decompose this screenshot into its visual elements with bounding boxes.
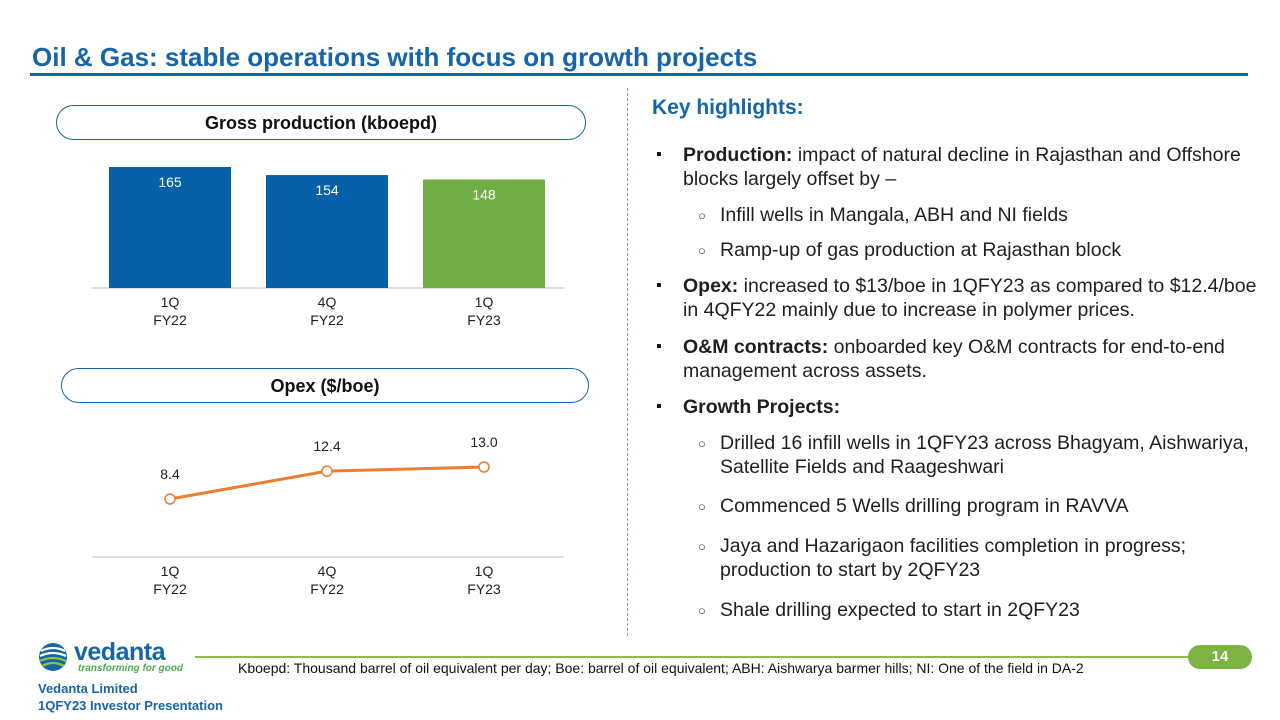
opex-point bbox=[164, 493, 176, 505]
production-bar bbox=[423, 179, 545, 288]
production-tick-label: FY23 bbox=[467, 312, 501, 328]
growth-sub-item: Jaya and Hazarigaon facilities completio… bbox=[698, 534, 1250, 582]
opex-point-label: 13.0 bbox=[470, 434, 497, 450]
opex-tick-label: 1Q bbox=[475, 563, 494, 579]
production-tick-label: 1Q bbox=[475, 294, 494, 310]
vedanta-logo-icon bbox=[39, 643, 67, 671]
presentation-name: 1QFY23 Investor Presentation bbox=[38, 698, 223, 713]
highlight-opex-head: Opex: bbox=[683, 275, 739, 297]
highlight-production-text: impact of natural decline in Rajasthan a… bbox=[683, 144, 1241, 190]
page-title: Oil & Gas: stable operations with focus … bbox=[32, 42, 758, 72]
production-bar bbox=[109, 167, 231, 288]
page-number: 14 bbox=[1188, 645, 1252, 669]
column-divider bbox=[627, 88, 628, 636]
production-bar-label: 165 bbox=[158, 174, 182, 190]
production-sub-item: Infill wells in Mangala, ABH and NI fiel… bbox=[698, 203, 1250, 228]
company-info: Vedanta Limited 1QFY23 Investor Presenta… bbox=[38, 680, 223, 714]
production-tick-label: FY22 bbox=[310, 312, 344, 328]
opex-tick-label: FY22 bbox=[153, 581, 187, 597]
charts-canvas: 165 1Q FY22 154 4Q FY22 148 1Q FY23 8.4 1Q FY22 12.4… bbox=[92, 167, 564, 597]
highlight-om-text: onboarded key O&M contracts for end-to-e… bbox=[683, 336, 1225, 382]
highlight-opex-text: increased to $13/boe in 1QFY23 as compar… bbox=[683, 275, 1257, 321]
title-underline bbox=[30, 73, 1248, 76]
production-sub-item: Ramp-up of gas production at Rajasthan b… bbox=[698, 238, 1250, 263]
opex-tick-label: FY23 bbox=[467, 581, 501, 597]
production-bar-label: 154 bbox=[315, 182, 339, 198]
opex-tick-label: 4Q bbox=[318, 563, 337, 579]
footer-rule bbox=[195, 656, 1195, 658]
opex-tick-label: 1Q bbox=[161, 563, 180, 579]
growth-sub-item: Commenced 5 Wells drilling program in RA… bbox=[698, 494, 1250, 519]
logo-wordmark: vedanta bbox=[74, 638, 165, 666]
highlight-production: Production: impact of natural decline in… bbox=[656, 143, 1258, 191]
opex-chart-title: Opex ($/boe) bbox=[61, 368, 589, 403]
opex-tick-label: FY22 bbox=[310, 581, 344, 597]
production-tick-label: 4Q bbox=[318, 294, 337, 310]
highlight-production-head: Production: bbox=[683, 144, 793, 166]
growth-sub-item: Drilled 16 infill wells in 1QFY23 across… bbox=[698, 431, 1250, 479]
production-bar bbox=[266, 175, 388, 288]
production-chart-title: Gross production (kboepd) bbox=[56, 105, 586, 140]
opex-point bbox=[478, 461, 490, 473]
production-bar-label: 148 bbox=[472, 186, 496, 202]
highlight-growth: Growth Projects: bbox=[656, 395, 1258, 419]
logo-tagline: transforming for good bbox=[78, 663, 183, 674]
company-name: Vedanta Limited bbox=[38, 681, 138, 696]
production-tick-label: FY22 bbox=[153, 312, 187, 328]
opex-point-label: 8.4 bbox=[160, 466, 180, 482]
highlight-om-head: O&M contracts: bbox=[683, 336, 829, 358]
highlight-opex: Opex: increased to $13/boe in 1QFY23 as … bbox=[656, 274, 1258, 322]
production-tick-label: 1Q bbox=[161, 294, 180, 310]
footnote: Kboepd: Thousand barrel of oil equivalen… bbox=[238, 660, 1084, 676]
highlight-growth-head: Growth Projects: bbox=[683, 396, 841, 418]
opex-point-label: 12.4 bbox=[313, 438, 340, 454]
opex-point bbox=[321, 465, 333, 477]
highlight-om: O&M contracts: onboarded key O&M contrac… bbox=[656, 335, 1258, 383]
key-highlights-title: Key highlights: bbox=[652, 96, 804, 119]
growth-sub-item: Shale drilling expected to start in 2QFY… bbox=[698, 598, 1250, 623]
